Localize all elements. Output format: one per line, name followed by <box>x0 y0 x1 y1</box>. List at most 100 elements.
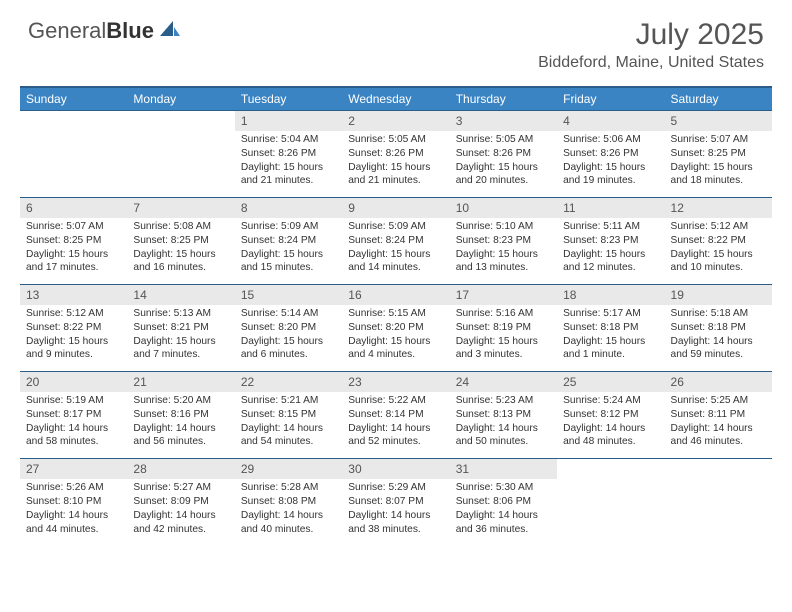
calendar-day-cell: . <box>557 459 664 546</box>
calendar-day-cell: 13Sunrise: 5:12 AMSunset: 8:22 PMDayligh… <box>20 285 127 372</box>
day-number: 9 <box>342 198 449 218</box>
day-number: 5 <box>665 111 772 131</box>
day-info: Sunrise: 5:29 AMSunset: 8:07 PMDaylight:… <box>342 479 449 545</box>
day-number: 16 <box>342 285 449 305</box>
calendar-day-cell: 2Sunrise: 5:05 AMSunset: 8:26 PMDaylight… <box>342 111 449 198</box>
day-info: Sunrise: 5:09 AMSunset: 8:24 PMDaylight:… <box>342 218 449 284</box>
calendar-day-cell: 31Sunrise: 5:30 AMSunset: 8:06 PMDayligh… <box>450 459 557 546</box>
day-info: Sunrise: 5:22 AMSunset: 8:14 PMDaylight:… <box>342 392 449 458</box>
day-info: Sunrise: 5:19 AMSunset: 8:17 PMDaylight:… <box>20 392 127 458</box>
calendar-day-cell: 16Sunrise: 5:15 AMSunset: 8:20 PMDayligh… <box>342 285 449 372</box>
calendar-day-cell: 28Sunrise: 5:27 AMSunset: 8:09 PMDayligh… <box>127 459 234 546</box>
day-number: 23 <box>342 372 449 392</box>
calendar-table: SundayMondayTuesdayWednesdayThursdayFrid… <box>20 86 772 545</box>
location: Biddeford, Maine, United States <box>538 54 764 72</box>
calendar-day-cell: 18Sunrise: 5:17 AMSunset: 8:18 PMDayligh… <box>557 285 664 372</box>
calendar-day-cell: . <box>127 111 234 198</box>
day-info: Sunrise: 5:07 AMSunset: 8:25 PMDaylight:… <box>20 218 127 284</box>
calendar-day-cell: 14Sunrise: 5:13 AMSunset: 8:21 PMDayligh… <box>127 285 234 372</box>
day-info: Sunrise: 5:10 AMSunset: 8:23 PMDaylight:… <box>450 218 557 284</box>
day-number: 11 <box>557 198 664 218</box>
day-info: Sunrise: 5:14 AMSunset: 8:20 PMDaylight:… <box>235 305 342 371</box>
day-number: 2 <box>342 111 449 131</box>
calendar-week-row: 13Sunrise: 5:12 AMSunset: 8:22 PMDayligh… <box>20 285 772 372</box>
logo: GeneralBlue <box>28 18 181 44</box>
day-number: 10 <box>450 198 557 218</box>
day-info: Sunrise: 5:20 AMSunset: 8:16 PMDaylight:… <box>127 392 234 458</box>
day-info: Sunrise: 5:21 AMSunset: 8:15 PMDaylight:… <box>235 392 342 458</box>
day-number: 24 <box>450 372 557 392</box>
day-header: Saturday <box>665 87 772 111</box>
day-number: 30 <box>342 459 449 479</box>
day-info: Sunrise: 5:30 AMSunset: 8:06 PMDaylight:… <box>450 479 557 545</box>
day-number: 20 <box>20 372 127 392</box>
day-info: Sunrise: 5:16 AMSunset: 8:19 PMDaylight:… <box>450 305 557 371</box>
day-info: Sunrise: 5:24 AMSunset: 8:12 PMDaylight:… <box>557 392 664 458</box>
day-number: 12 <box>665 198 772 218</box>
calendar-day-cell: 17Sunrise: 5:16 AMSunset: 8:19 PMDayligh… <box>450 285 557 372</box>
calendar-body: ..1Sunrise: 5:04 AMSunset: 8:26 PMDaylig… <box>20 111 772 546</box>
calendar-week-row: 27Sunrise: 5:26 AMSunset: 8:10 PMDayligh… <box>20 459 772 546</box>
day-number: 1 <box>235 111 342 131</box>
calendar-day-cell: 11Sunrise: 5:11 AMSunset: 8:23 PMDayligh… <box>557 198 664 285</box>
day-number: 7 <box>127 198 234 218</box>
day-info: Sunrise: 5:08 AMSunset: 8:25 PMDaylight:… <box>127 218 234 284</box>
day-number: 15 <box>235 285 342 305</box>
day-info: Sunrise: 5:27 AMSunset: 8:09 PMDaylight:… <box>127 479 234 545</box>
calendar-day-cell: 12Sunrise: 5:12 AMSunset: 8:22 PMDayligh… <box>665 198 772 285</box>
day-info: Sunrise: 5:15 AMSunset: 8:20 PMDaylight:… <box>342 305 449 371</box>
calendar-day-cell: 23Sunrise: 5:22 AMSunset: 8:14 PMDayligh… <box>342 372 449 459</box>
day-header: Tuesday <box>235 87 342 111</box>
day-number: 28 <box>127 459 234 479</box>
calendar-day-cell: . <box>665 459 772 546</box>
calendar-day-cell: 15Sunrise: 5:14 AMSunset: 8:20 PMDayligh… <box>235 285 342 372</box>
day-number: 17 <box>450 285 557 305</box>
calendar-day-cell: 7Sunrise: 5:08 AMSunset: 8:25 PMDaylight… <box>127 198 234 285</box>
calendar-day-cell: 6Sunrise: 5:07 AMSunset: 8:25 PMDaylight… <box>20 198 127 285</box>
calendar-day-cell: 30Sunrise: 5:29 AMSunset: 8:07 PMDayligh… <box>342 459 449 546</box>
day-info: Sunrise: 5:13 AMSunset: 8:21 PMDaylight:… <box>127 305 234 371</box>
day-number: 25 <box>557 372 664 392</box>
calendar-week-row: 6Sunrise: 5:07 AMSunset: 8:25 PMDaylight… <box>20 198 772 285</box>
calendar-day-cell: 5Sunrise: 5:07 AMSunset: 8:25 PMDaylight… <box>665 111 772 198</box>
day-number: 18 <box>557 285 664 305</box>
day-info: Sunrise: 5:25 AMSunset: 8:11 PMDaylight:… <box>665 392 772 458</box>
logo-sail-icon <box>159 20 181 43</box>
title-block: July 2025 Biddeford, Maine, United State… <box>538 18 764 72</box>
calendar-day-cell: 4Sunrise: 5:06 AMSunset: 8:26 PMDaylight… <box>557 111 664 198</box>
day-number: 8 <box>235 198 342 218</box>
calendar-day-cell: 10Sunrise: 5:10 AMSunset: 8:23 PMDayligh… <box>450 198 557 285</box>
calendar-week-row: 20Sunrise: 5:19 AMSunset: 8:17 PMDayligh… <box>20 372 772 459</box>
calendar-day-cell: 20Sunrise: 5:19 AMSunset: 8:17 PMDayligh… <box>20 372 127 459</box>
day-info: Sunrise: 5:18 AMSunset: 8:18 PMDaylight:… <box>665 305 772 371</box>
header: GeneralBlue July 2025 Biddeford, Maine, … <box>0 0 792 78</box>
day-header: Friday <box>557 87 664 111</box>
day-info: Sunrise: 5:28 AMSunset: 8:08 PMDaylight:… <box>235 479 342 545</box>
day-info: Sunrise: 5:05 AMSunset: 8:26 PMDaylight:… <box>342 131 449 197</box>
calendar-day-cell: 8Sunrise: 5:09 AMSunset: 8:24 PMDaylight… <box>235 198 342 285</box>
day-number: 31 <box>450 459 557 479</box>
calendar-week-row: ..1Sunrise: 5:04 AMSunset: 8:26 PMDaylig… <box>20 111 772 198</box>
day-number: 19 <box>665 285 772 305</box>
calendar-day-cell: 22Sunrise: 5:21 AMSunset: 8:15 PMDayligh… <box>235 372 342 459</box>
logo-text: GeneralBlue <box>28 18 154 44</box>
calendar-day-cell: 25Sunrise: 5:24 AMSunset: 8:12 PMDayligh… <box>557 372 664 459</box>
day-number: 29 <box>235 459 342 479</box>
calendar-day-cell: 21Sunrise: 5:20 AMSunset: 8:16 PMDayligh… <box>127 372 234 459</box>
calendar-day-cell: 26Sunrise: 5:25 AMSunset: 8:11 PMDayligh… <box>665 372 772 459</box>
day-header: Thursday <box>450 87 557 111</box>
day-info: Sunrise: 5:07 AMSunset: 8:25 PMDaylight:… <box>665 131 772 197</box>
day-number: 26 <box>665 372 772 392</box>
calendar-day-cell: 9Sunrise: 5:09 AMSunset: 8:24 PMDaylight… <box>342 198 449 285</box>
day-info: Sunrise: 5:06 AMSunset: 8:26 PMDaylight:… <box>557 131 664 197</box>
day-info: Sunrise: 5:12 AMSunset: 8:22 PMDaylight:… <box>665 218 772 284</box>
month-title: July 2025 <box>538 18 764 52</box>
calendar-day-cell: 27Sunrise: 5:26 AMSunset: 8:10 PMDayligh… <box>20 459 127 546</box>
day-info: Sunrise: 5:23 AMSunset: 8:13 PMDaylight:… <box>450 392 557 458</box>
day-header: Monday <box>127 87 234 111</box>
day-number: 21 <box>127 372 234 392</box>
day-number: 4 <box>557 111 664 131</box>
day-info: Sunrise: 5:11 AMSunset: 8:23 PMDaylight:… <box>557 218 664 284</box>
day-number: 14 <box>127 285 234 305</box>
day-number: 22 <box>235 372 342 392</box>
